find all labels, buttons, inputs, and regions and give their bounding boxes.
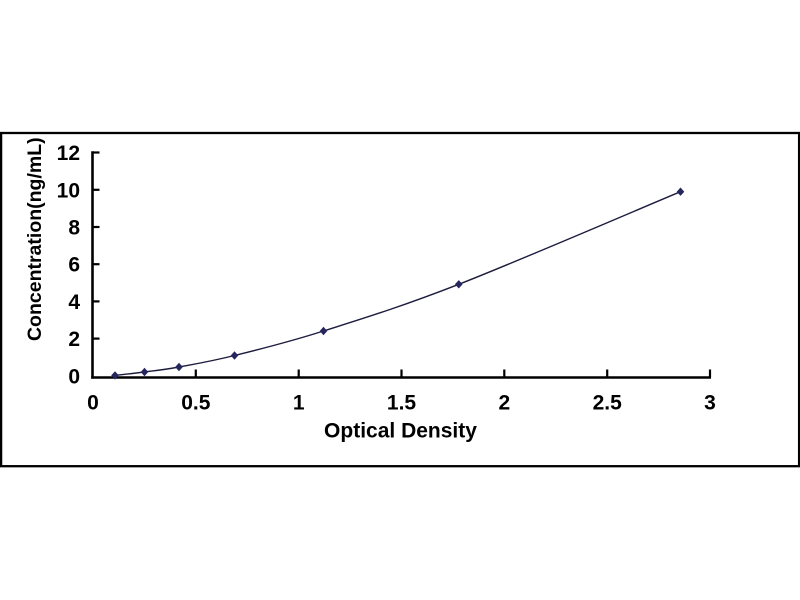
svg-text:10: 10 [57, 179, 80, 202]
svg-text:4: 4 [68, 291, 80, 314]
svg-text:1: 1 [293, 392, 305, 415]
svg-text:Optical Density: Optical Density [324, 420, 477, 443]
svg-text:0.5: 0.5 [181, 392, 211, 415]
svg-text:Concentration(ng/mL): Concentration(ng/mL) [24, 137, 46, 341]
svg-text:3: 3 [704, 392, 716, 415]
svg-text:2.5: 2.5 [593, 392, 623, 415]
svg-text:8: 8 [68, 217, 80, 240]
svg-text:0: 0 [87, 392, 99, 415]
svg-text:1.5: 1.5 [387, 392, 417, 415]
svg-text:0: 0 [68, 365, 80, 388]
svg-text:2: 2 [498, 392, 510, 415]
svg-text:12: 12 [57, 142, 80, 165]
svg-text:6: 6 [68, 254, 80, 277]
svg-text:2: 2 [68, 328, 80, 351]
